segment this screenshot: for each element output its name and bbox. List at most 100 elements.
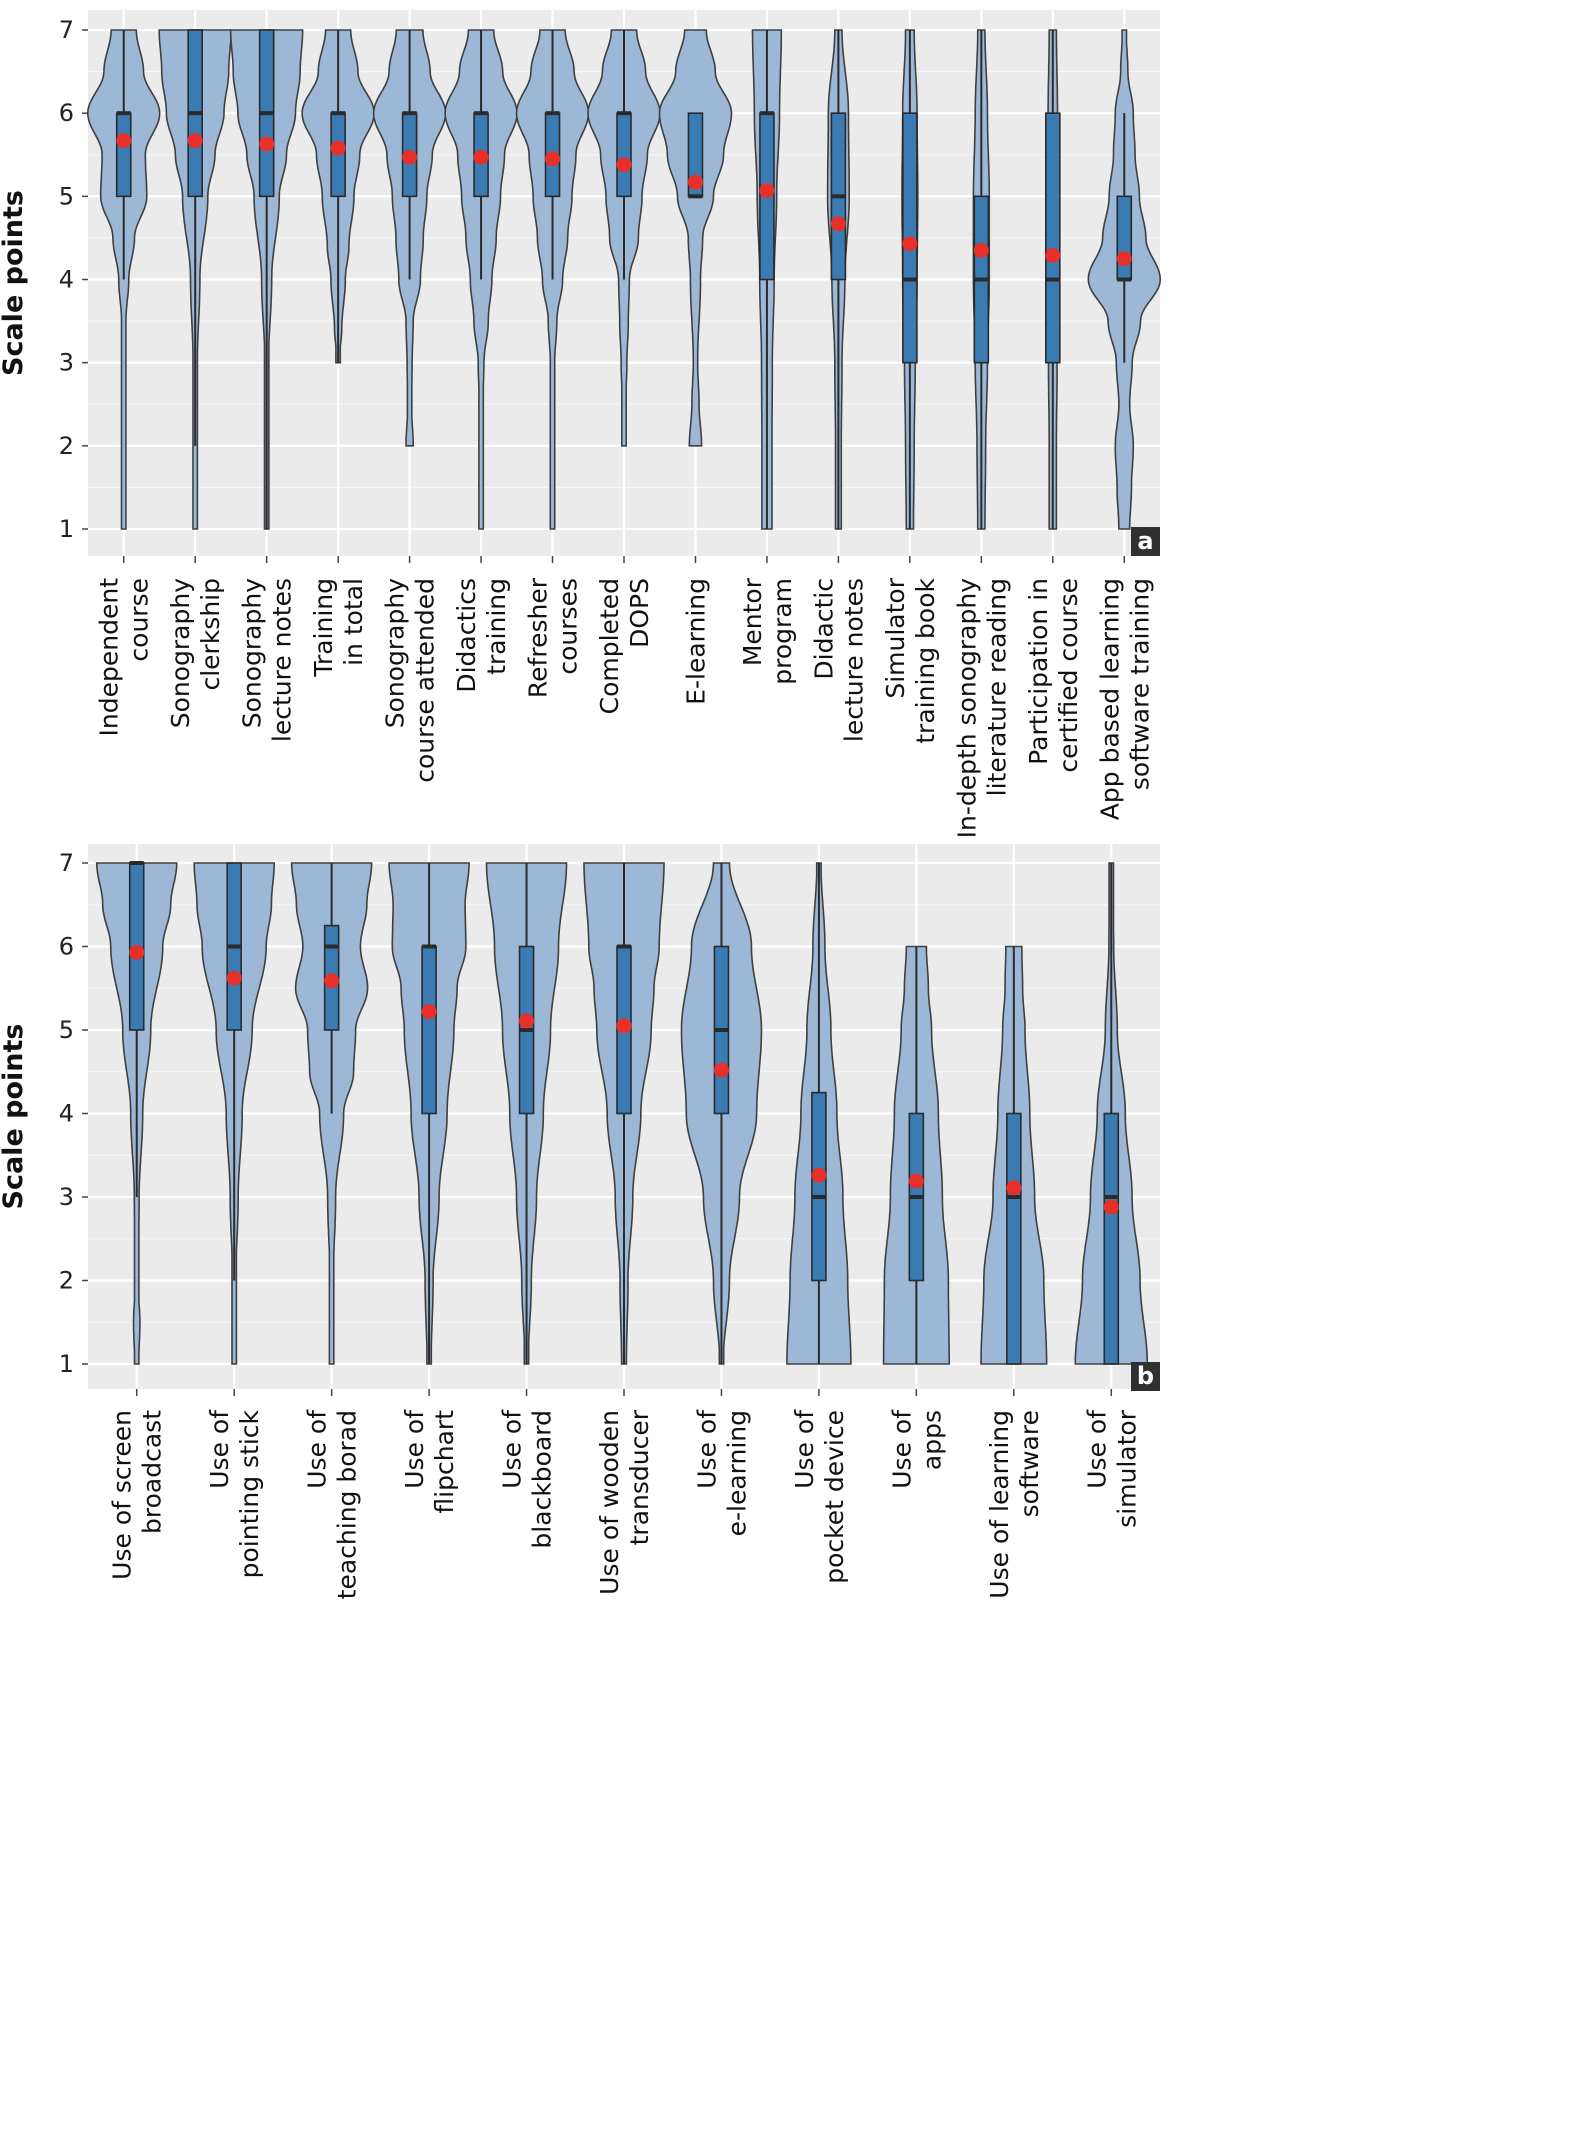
iqr-box [1116,195,1133,281]
x-tick-label-line: pointing stick [235,1409,264,1578]
x-tick-label-line: clerkship [196,578,225,691]
violin-group [95,861,178,1365]
x-tick-label: Didactic lecture notes [809,578,868,742]
x-tick-label-line: Use of [303,1409,332,1489]
x-tick-label-line: broadcast [138,1410,167,1534]
violin-group [901,29,919,530]
iqr-box [1103,1112,1120,1365]
panel-letter-tag [1131,527,1160,556]
mean-point [759,183,775,199]
x-tick-label: Simulator training book [881,577,940,743]
x-tick-label-line: Use of [498,1409,527,1489]
x-tick-label-line: Simulator [881,577,910,698]
mean-point [129,944,145,960]
x-tick-label: Sonography course attended [381,578,440,783]
x-tick-label-line: training [482,578,511,675]
y-tick-label: 3 [59,1183,74,1211]
x-tick-label-line: lecture notes [839,578,868,742]
mean-point [902,236,918,252]
mean-point [259,136,275,152]
x-tick-label-line: Use of wooden [595,1410,624,1595]
violin-group [587,29,661,447]
y-tick-label: 5 [59,182,74,210]
x-tick-label: Completed DOPS [595,578,654,714]
x-tick-label-line: Didactics [452,578,481,693]
x-tick-label: Use of e-learning [692,1409,751,1537]
x-tick-label-line: software training [1125,578,1154,790]
x-tick-label-line: course attended [411,578,440,783]
x-tick-label: Use of teaching borad [303,1409,362,1600]
violin-group [583,862,665,1365]
x-tick-label-line: Use of screen [108,1410,137,1580]
x-tick-label-line: Mentor [738,577,767,666]
violin-group [86,29,161,530]
iqr-box [616,112,632,198]
x-tick-label-line: literature reading [982,578,1011,796]
violin-group [826,29,850,530]
mean-point [402,149,418,165]
x-tick-label-line: Refresher [524,577,553,698]
y-tick-label: 6 [59,99,74,127]
mean-point [811,1167,827,1183]
iqr-box [1006,1112,1022,1365]
mean-point [1006,1180,1022,1196]
violin-group [290,862,373,1365]
x-tick-label: Refresher courses [524,577,583,698]
mean-point [519,1013,535,1029]
violin-group [680,862,763,1365]
x-tick-label: Use of pocket device [790,1409,849,1584]
x-tick-label: Didactics training [452,578,511,693]
iqr-box [421,945,437,1115]
x-tick-label-line: teaching borad [333,1410,362,1599]
x-tick-label: Use of pointing stick [205,1409,264,1579]
violin-group [972,29,991,530]
violin-group [980,945,1048,1365]
y-tick-label: 1 [59,1350,74,1378]
x-tick-label-line: in total [339,578,368,666]
violin-group [751,29,783,530]
violin-group [229,29,304,530]
x-tick-label-line: Use of [692,1409,721,1489]
mean-point [616,1018,632,1034]
x-tick-label-line: Completed [595,578,624,714]
x-tick-label: Participation in certified course [1024,578,1083,773]
x-tick-label: Use of apps [887,1409,946,1489]
mean-point [187,133,203,149]
x-tick-label-line: courses [554,578,583,675]
y-tick-label: 3 [59,349,74,377]
x-tick-label-line: pocket device [820,1410,849,1584]
iqr-box [115,112,132,198]
y-axis-title: Scale points [0,1024,29,1210]
violin-group [193,862,276,1365]
x-tick-label: E-learning [681,578,710,705]
x-tick-label-line: Didactic [809,578,838,680]
x-tick-label-line: lecture notes [268,578,297,742]
panel-b-violin-plot: 1 2 3 4 5 6 7 Scale points Use of screen broadcas… [0,844,1160,1599]
x-tick-label: Use of simulator [1082,1409,1141,1528]
x-tick-label-line: apps [917,1410,946,1470]
mean-point [1045,247,1061,263]
y-tick-label: 4 [59,266,74,294]
x-tick-label-line: training book [911,577,940,743]
x-tick-label-line: Use of [887,1409,916,1489]
x-tick-label-line: e-learning [722,1410,751,1536]
panel-letter-label: a [1137,527,1153,555]
panel-letter-tag [1131,1362,1160,1391]
violin-group [301,29,375,364]
panel-letter-label: b [1137,1362,1154,1390]
mean-point [973,242,989,258]
y-tick-label: 1 [59,515,74,543]
mean-point [545,151,561,167]
x-tick-label-line: program [768,578,797,685]
mean-point [713,1062,729,1078]
violin-group [485,862,568,1365]
mean-point [1116,251,1132,267]
y-tick-label: 7 [59,849,74,877]
violin-group [1074,862,1149,1365]
x-tick-label: Mentor program [738,577,797,684]
x-tick-label-line: software [1015,1410,1044,1517]
x-tick-label-line: Use of [400,1409,429,1489]
y-tick-label: 5 [59,1016,74,1044]
mean-point [473,149,489,165]
